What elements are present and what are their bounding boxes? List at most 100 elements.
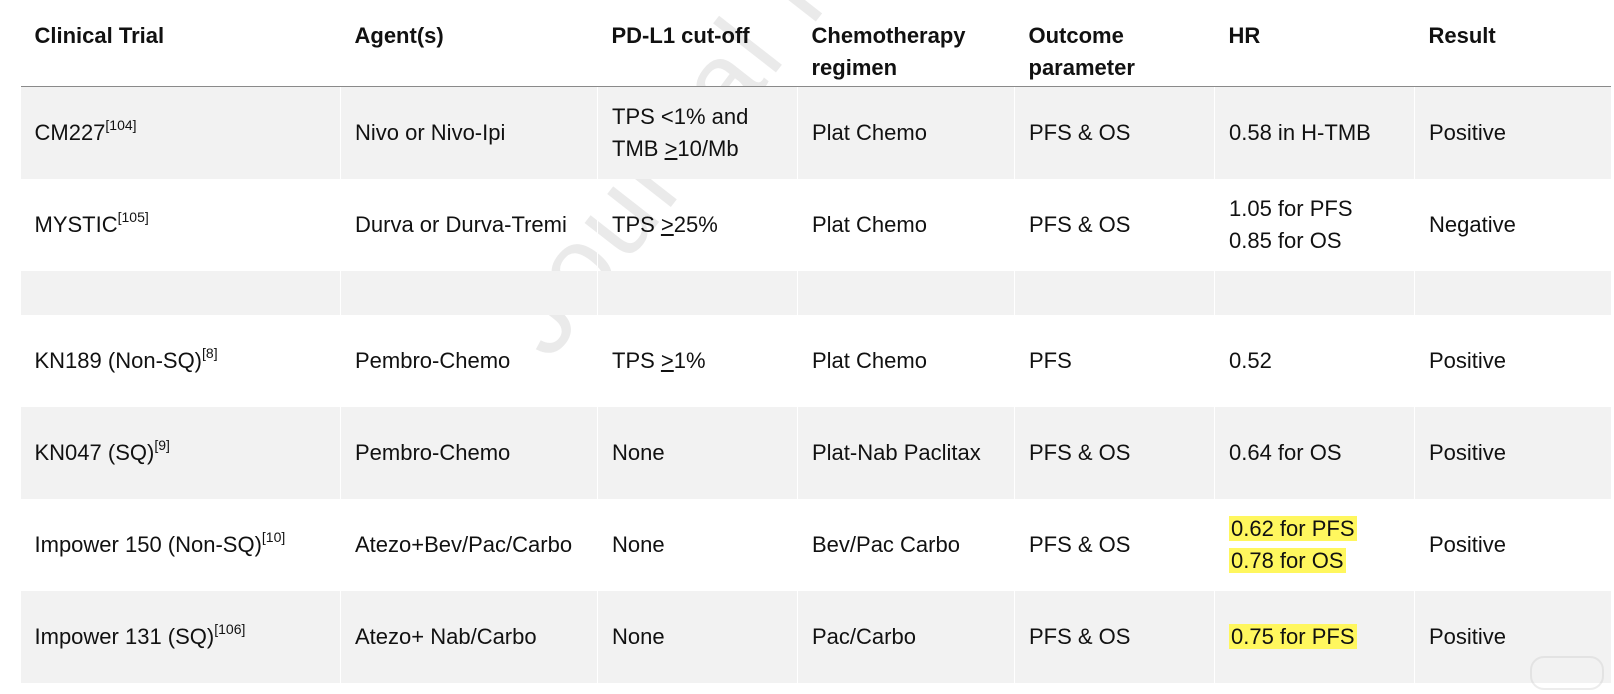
hr-line1-wrap: 0.62 for PFS — [1229, 513, 1400, 545]
reference-superscript: [9] — [154, 436, 170, 453]
cell-outcome: PFS & OS — [1014, 86, 1215, 179]
hr-line1: 0.64 for OS — [1229, 439, 1342, 465]
cell-trial: Impower 131 (SQ)[106] — [20, 590, 341, 683]
cell-chemo: Bev/Pac Carbo — [797, 498, 1015, 591]
pdl1-suffix: 1% — [673, 347, 706, 373]
header-hr: HR — [1214, 14, 1415, 87]
cell-pdl1: TPS >1% — [597, 314, 798, 407]
pdl1-prefix: TPS — [612, 347, 661, 373]
header-outcome-line2: parameter — [1028, 55, 1135, 80]
reference-superscript: [8] — [202, 344, 218, 361]
cell-trial: KN047 (SQ)[9] — [20, 406, 341, 499]
empty-cell — [1214, 270, 1415, 315]
header-clinical-trial: Clinical Trial — [20, 14, 341, 87]
hr-highlight: 0.75 for PFS — [1229, 623, 1357, 649]
header-chemo-line1: Chemotherapy — [811, 23, 966, 48]
cell-pdl1: TPS <1% and TMB >10/Mb — [597, 86, 798, 179]
cell-result: Positive — [1414, 406, 1611, 499]
pdl1-ge-symbol: > — [660, 211, 674, 237]
cell-result: Positive — [1414, 314, 1611, 407]
pdl1-suffix: 25% — [673, 211, 718, 237]
reference-superscript: [10] — [261, 528, 286, 545]
pdl1-line2: TMB >10/Mb — [612, 133, 783, 165]
cell-hr: 0.64 for OS — [1214, 406, 1415, 499]
table-row: KN047 (SQ)[9] Pembro-Chemo None Plat-Nab… — [20, 406, 1611, 499]
hr-line1-wrap: 0.75 for PFS — [1229, 621, 1400, 653]
header-agents: Agent(s) — [340, 14, 598, 87]
reference-superscript: [105] — [117, 208, 149, 225]
cell-hr: 0.58 in H-TMB — [1214, 86, 1415, 179]
hr-line1: 0.58 in H-TMB — [1229, 119, 1371, 145]
pdl1-line1: TPS <1% and — [612, 103, 749, 129]
pdl1-ge-symbol: > — [660, 347, 674, 373]
cell-trial: KN189 (Non-SQ)[8] — [21, 315, 341, 407]
trial-name: CM227 — [34, 119, 106, 145]
cell-outcome: PFS — [1014, 314, 1215, 407]
trial-name: Impower 131 (SQ) — [34, 623, 215, 649]
cell-agents: Atezo+Bev/Pac/Carbo — [340, 498, 598, 591]
trial-name: Impower 150 (Non-SQ) — [34, 531, 262, 557]
header-row: Clinical Trial Agent(s) PD-L1 cut-off Ch… — [20, 14, 1611, 87]
cell-trial: Impower 150 (Non-SQ)[10] — [21, 499, 341, 591]
trial-name: KN047 (SQ) — [34, 439, 155, 465]
empty-cell — [20, 270, 341, 315]
pdl1-suffix: 10/Mb — [677, 135, 739, 161]
reference-superscript: [106] — [214, 620, 246, 637]
clinical-trials-table: Clinical Trial Agent(s) PD-L1 cut-off Ch… — [20, 14, 1611, 683]
table-header: Clinical Trial Agent(s) PD-L1 cut-off Ch… — [20, 14, 1611, 87]
trial-name: KN189 (Non-SQ) — [34, 347, 203, 373]
cell-hr: 0.75 for PFS — [1214, 590, 1415, 683]
cell-pdl1: None — [597, 406, 798, 499]
header-chemo-line2: regimen — [811, 55, 898, 80]
table-row: KN189 (Non-SQ)[8] Pembro-Chemo TPS >1% P… — [21, 314, 1611, 407]
hr-line2-wrap: 0.78 for OS — [1229, 545, 1400, 577]
cell-outcome: PFS & OS — [1014, 498, 1215, 591]
cell-hr: 0.62 for PFS 0.78 for OS — [1214, 498, 1415, 591]
table-row: Impower 131 (SQ)[106] Atezo+ Nab/Carbo N… — [20, 590, 1611, 683]
empty-cell — [797, 270, 1015, 315]
table-body: CM227[104] Nivo or Nivo-Ipi TPS <1% and … — [20, 86, 1611, 683]
cell-chemo: Plat-Nab Paclitax — [797, 406, 1015, 499]
header-chemotherapy-regimen: Chemotherapy regimen — [797, 14, 1015, 87]
pdl1-prefix: TPS — [612, 211, 661, 237]
hr-highlight: 0.78 for OS — [1229, 547, 1346, 573]
reference-superscript: [104] — [105, 116, 137, 133]
cell-chemo: Plat Chemo — [797, 178, 1015, 271]
header-outcome-parameter: Outcome parameter — [1014, 14, 1215, 87]
cell-agents: Pembro-Chemo — [340, 314, 598, 407]
cell-agents: Nivo or Nivo-Ipi — [340, 86, 598, 179]
empty-cell — [340, 270, 598, 315]
cell-outcome: PFS & OS — [1014, 178, 1215, 271]
cell-chemo: Plat Chemo — [797, 86, 1015, 179]
table-row: MYSTIC[105] Durva or Durva-Tremi TPS >25… — [21, 178, 1611, 271]
table-spacer-row — [20, 270, 1611, 315]
cell-pdl1: TPS >25% — [597, 178, 798, 271]
empty-cell — [597, 270, 798, 315]
table-row: CM227[104] Nivo or Nivo-Ipi TPS <1% and … — [20, 86, 1611, 179]
hr-highlight: 0.62 for PFS — [1229, 515, 1357, 541]
cell-result: Negative — [1414, 178, 1611, 271]
cell-result: Positive — [1414, 498, 1611, 591]
header-pdl1-cutoff: PD-L1 cut-off — [597, 14, 798, 87]
cell-chemo: Plat Chemo — [797, 314, 1015, 407]
cell-pdl1: None — [597, 498, 798, 591]
hr-line2: 0.85 for OS — [1229, 227, 1342, 253]
cell-trial: CM227[104] — [20, 86, 341, 179]
cell-hr: 0.52 — [1214, 314, 1415, 407]
header-outcome-line1: Outcome — [1028, 23, 1124, 48]
hr-line1: 0.52 — [1229, 347, 1272, 373]
cell-hr: 1.05 for PFS 0.85 for OS — [1214, 178, 1415, 271]
cell-agents: Atezo+ Nab/Carbo — [340, 590, 598, 683]
hr-line1: 1.05 for PFS — [1229, 195, 1353, 221]
header-result: Result — [1414, 14, 1611, 87]
table-row: Impower 150 (Non-SQ)[10] Atezo+Bev/Pac/C… — [21, 498, 1611, 591]
empty-cell — [1014, 270, 1215, 315]
cell-result: Positive — [1414, 590, 1611, 683]
trial-name: MYSTIC — [34, 211, 118, 237]
cell-chemo: Pac/Carbo — [797, 590, 1015, 683]
cell-outcome: PFS & OS — [1014, 406, 1215, 499]
cell-agents: Pembro-Chemo — [340, 406, 598, 499]
empty-cell — [1414, 270, 1611, 315]
cell-result: Positive — [1414, 86, 1611, 179]
